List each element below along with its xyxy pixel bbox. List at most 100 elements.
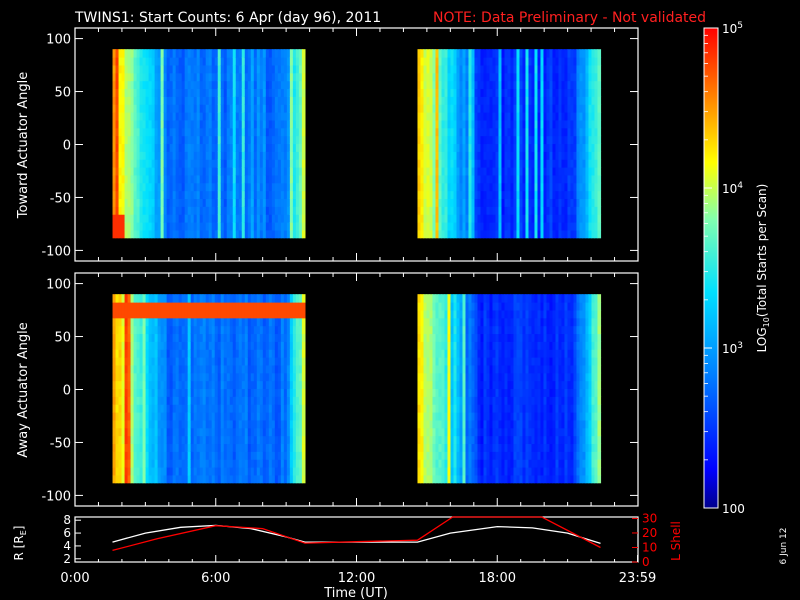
heatmap-cell (193, 96, 198, 105)
heatmap-cell (250, 198, 255, 207)
heatmap-cell (115, 388, 120, 397)
heatmap-cell (277, 198, 282, 207)
heatmap-cell (456, 325, 461, 335)
heatmap-cell (585, 96, 590, 105)
heatmap-cell (468, 64, 473, 74)
heatmap-cell (175, 112, 180, 121)
heatmap-cell (447, 49, 452, 58)
heatmap-cell (124, 135, 129, 145)
heatmap-cell (160, 112, 165, 121)
heatmap-cell (495, 174, 500, 184)
heatmap-cell (582, 112, 587, 121)
heatmap-cell (280, 388, 285, 397)
heatmap-cell (154, 443, 159, 452)
heatmap-cell (247, 474, 252, 484)
heatmap-cell (253, 435, 258, 445)
heatmap-cell (585, 159, 590, 168)
heatmap-cell (205, 104, 210, 113)
heatmap-cell (465, 459, 470, 468)
heatmap-cell (486, 104, 491, 113)
heatmap-cell (184, 396, 189, 405)
heatmap-cell (510, 151, 515, 160)
heatmap-cell (202, 309, 207, 319)
heatmap-cell (546, 96, 551, 105)
heatmap-cell (286, 127, 291, 137)
heatmap-cell (118, 64, 123, 74)
heatmap-cell (519, 206, 524, 215)
heatmap-cell (133, 466, 138, 476)
heatmap-cell (127, 49, 132, 58)
heatmap-cell (130, 143, 135, 152)
heatmap-cell (241, 214, 246, 223)
heatmap-cell (561, 96, 566, 105)
heatmap-cell (435, 96, 440, 105)
heatmap-cell (438, 451, 443, 460)
heatmap-cell (274, 349, 279, 358)
heatmap-cell (124, 174, 129, 184)
heatmap-cell (256, 466, 261, 476)
heatmap-cell (471, 174, 476, 184)
heatmap-cell (133, 119, 138, 129)
heatmap-cell (151, 80, 156, 90)
heatmap-cell (115, 372, 120, 382)
heatmap-cell (157, 419, 162, 429)
heatmap-cell (229, 396, 234, 405)
heatmap-cell (253, 325, 258, 335)
heatmap-cell (112, 214, 117, 223)
heatmap-cell (453, 119, 458, 129)
heatmap-cell (591, 112, 596, 121)
heatmap-cell (519, 72, 524, 82)
heatmap-cell (232, 57, 237, 66)
heatmap-cell (477, 80, 482, 90)
heatmap-cell (423, 229, 428, 239)
heatmap-cell (190, 112, 195, 121)
heatmap-cell (480, 49, 485, 58)
heatmap-cell (582, 104, 587, 113)
heatmap-cell (444, 451, 449, 460)
heatmap-cell (537, 72, 542, 82)
heatmap-cell (253, 333, 258, 342)
heatmap-cell (118, 309, 123, 319)
heatmap-cell (151, 151, 156, 160)
heatmap-cell (211, 302, 216, 311)
heatmap-cell (187, 96, 192, 105)
heatmap-cell (178, 221, 183, 231)
heatmap-cell (172, 459, 177, 468)
heatmap-cell (238, 466, 243, 476)
heatmap-cell (510, 167, 515, 176)
heatmap-cell (558, 127, 563, 137)
heatmap-cell (426, 388, 431, 397)
heatmap-cell (217, 372, 222, 382)
heatmap-cell (166, 357, 171, 366)
heatmap-cell (579, 159, 584, 168)
heatmap-cell (211, 206, 216, 215)
heatmap-cell (256, 80, 261, 90)
heatmap-cell (576, 135, 581, 145)
heatmap-cell (154, 435, 159, 445)
heatmap-cell (301, 64, 306, 74)
heatmap-cell (217, 64, 222, 74)
heatmap-cell (148, 190, 153, 200)
heatmap-cell (531, 159, 536, 168)
heatmap-cell (594, 221, 599, 231)
heatmap-cell (262, 474, 267, 484)
heatmap-cell (513, 57, 518, 66)
heatmap-cell (166, 427, 171, 437)
heatmap-cell (555, 64, 560, 74)
heatmap-cell (564, 96, 569, 105)
heatmap-cell (250, 143, 255, 152)
heatmap-cell (274, 206, 279, 215)
heatmap-cell (492, 159, 497, 168)
heatmap-cell (139, 357, 144, 366)
heatmap-cell (253, 404, 258, 413)
heatmap-cell (127, 294, 132, 303)
heatmap-cell (450, 72, 455, 82)
heatmap-cell (283, 459, 288, 468)
heatmap-cell (271, 190, 276, 200)
heatmap-cell (178, 229, 183, 239)
heatmap-cell (139, 119, 144, 129)
heatmap-cell (420, 229, 425, 239)
heatmap-cell (244, 221, 249, 231)
heatmap-cell (525, 143, 530, 152)
heatmap-cell (196, 206, 201, 215)
